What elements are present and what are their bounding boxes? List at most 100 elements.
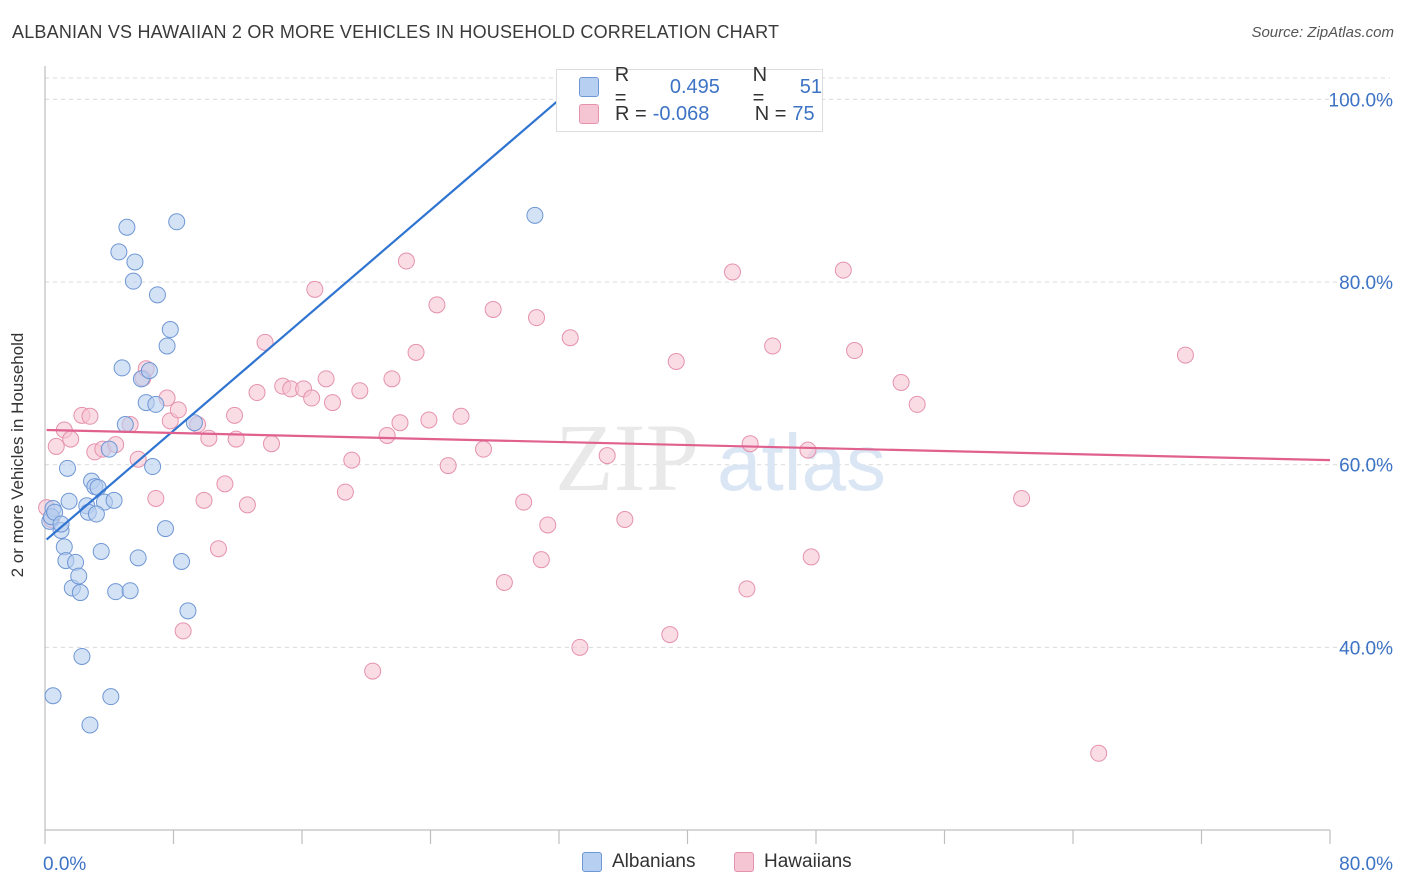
albanian-point — [526, 206, 544, 224]
albanian-point — [185, 414, 203, 432]
zipatlas-watermark: ZIP atlas — [555, 404, 886, 511]
albanian-point — [60, 492, 78, 510]
albanians-trend-line — [45, 100, 559, 541]
albanian-point — [179, 602, 197, 620]
hawaiian-point — [616, 510, 634, 528]
hawaiian-point — [391, 414, 409, 432]
x-tick-label: 80.0% — [1339, 854, 1393, 875]
legend-item-hawaiians[interactable]: Hawaiians — [734, 851, 852, 873]
hawaiian-point — [195, 491, 213, 509]
hawaiian-point — [532, 551, 550, 569]
albanian-point — [168, 213, 186, 231]
albanian-point — [173, 553, 191, 571]
hawaiians-r-label: R = — [615, 102, 647, 125]
albanian-point — [107, 583, 125, 601]
albanians-r-value: 0.495 — [669, 75, 720, 98]
hawaiian-point — [383, 370, 401, 388]
hawaiian-point — [908, 395, 926, 413]
albanians-n-label: N = — [752, 64, 768, 109]
hawaiian-point — [764, 337, 782, 355]
hawaiian-point — [515, 493, 533, 511]
correlation-legend: R = 0.495 N = 51 R = -0.068 N = 75 — [556, 64, 823, 132]
hawaiian-point — [324, 394, 342, 412]
hawaiian-point — [216, 475, 234, 493]
albanian-point — [126, 253, 144, 271]
hawaiian-point — [248, 384, 266, 402]
hawaiian-point — [303, 389, 321, 407]
albanian-point — [81, 716, 99, 734]
albanian-point — [100, 440, 118, 458]
watermark-zip: ZIP — [555, 404, 699, 511]
hawaiian-point — [306, 280, 324, 298]
hawaiian-point — [351, 382, 369, 400]
legend-item-albanians[interactable]: Albanians — [582, 851, 695, 873]
hawaiian-point — [62, 430, 80, 448]
y-tick-label: 60.0% — [1339, 456, 1393, 477]
hawaiian-point — [47, 437, 65, 455]
hawaiian-point — [892, 374, 910, 392]
hawaiian-point — [539, 516, 557, 534]
albanian-point — [129, 549, 147, 567]
hawaiians-trend-line — [46, 428, 1331, 462]
albanian-point — [105, 491, 123, 509]
hawaiian-point — [598, 447, 616, 465]
hawaiian-point — [174, 622, 192, 640]
hawaiian-point — [428, 296, 446, 314]
hawaiian-point — [343, 451, 361, 469]
legend-row-hawaiians: R = -0.068 N = 75 — [579, 102, 815, 126]
x-tick-label: 0.0% — [43, 854, 86, 875]
hawaiian-point — [238, 496, 256, 514]
hawaiian-point — [209, 540, 227, 558]
hawaiian-point — [364, 662, 382, 680]
hawaiian-point — [561, 329, 579, 347]
hawaiian-point — [1176, 346, 1194, 364]
hawaiians-n-label: N = — [754, 102, 787, 125]
hawaiian-point — [667, 353, 685, 371]
albanians-r-label: R = — [614, 64, 630, 109]
albanian-point — [102, 688, 120, 706]
albanian-point — [144, 458, 162, 476]
hawaiian-point — [475, 440, 493, 458]
hawaiians-legend-label: Hawaiians — [764, 851, 852, 872]
hawaiian-point — [741, 435, 759, 453]
hawaiian-point — [378, 426, 396, 444]
y-tick-label: 80.0% — [1339, 273, 1393, 294]
hawaiian-point — [846, 342, 864, 360]
hawaiian-point — [738, 580, 756, 598]
albanian-point — [44, 687, 62, 705]
hawaiian-point — [571, 638, 589, 656]
hawaiian-point — [81, 407, 99, 425]
hawaiians-n-value: 75 — [792, 102, 815, 125]
albanian-point — [73, 647, 91, 665]
albanian-point — [148, 286, 166, 304]
series-legend: Albanians Hawaiians — [0, 851, 1406, 879]
albanian-point — [121, 582, 139, 600]
chart-title: ALBANIAN VS HAWAIIAN 2 OR MORE VEHICLES … — [12, 22, 780, 42]
hawaiian-point — [495, 574, 513, 592]
hawaiian-point — [802, 548, 820, 566]
albanian-point — [70, 567, 88, 585]
albanian-point — [87, 505, 105, 523]
albanians-legend-label: Albanians — [612, 851, 696, 872]
y-axis-label: 2 or more Vehicles in Household — [8, 332, 27, 578]
hawaiian-point — [834, 261, 852, 279]
albanian-point — [124, 272, 142, 290]
albanian-point — [71, 584, 89, 602]
hawaiian-point — [336, 483, 354, 501]
hawaiian-point — [397, 252, 415, 270]
trend-lines — [45, 100, 1331, 541]
albanians-n-value: 51 — [799, 75, 822, 98]
albanian-point — [161, 321, 179, 339]
hawaiian-point — [528, 309, 546, 327]
watermark-atlas: atlas — [717, 418, 886, 507]
albanian-point — [52, 515, 70, 533]
legend-row-albanians: R = 0.495 N = 51 — [579, 64, 822, 109]
albanian-point — [113, 359, 131, 377]
albanian-point — [89, 479, 107, 497]
hawaiian-point — [317, 370, 335, 388]
albanian-point — [118, 218, 136, 236]
albanian-point — [92, 542, 110, 560]
hawaiian-point — [1013, 489, 1031, 507]
albanians-points — [41, 206, 544, 734]
